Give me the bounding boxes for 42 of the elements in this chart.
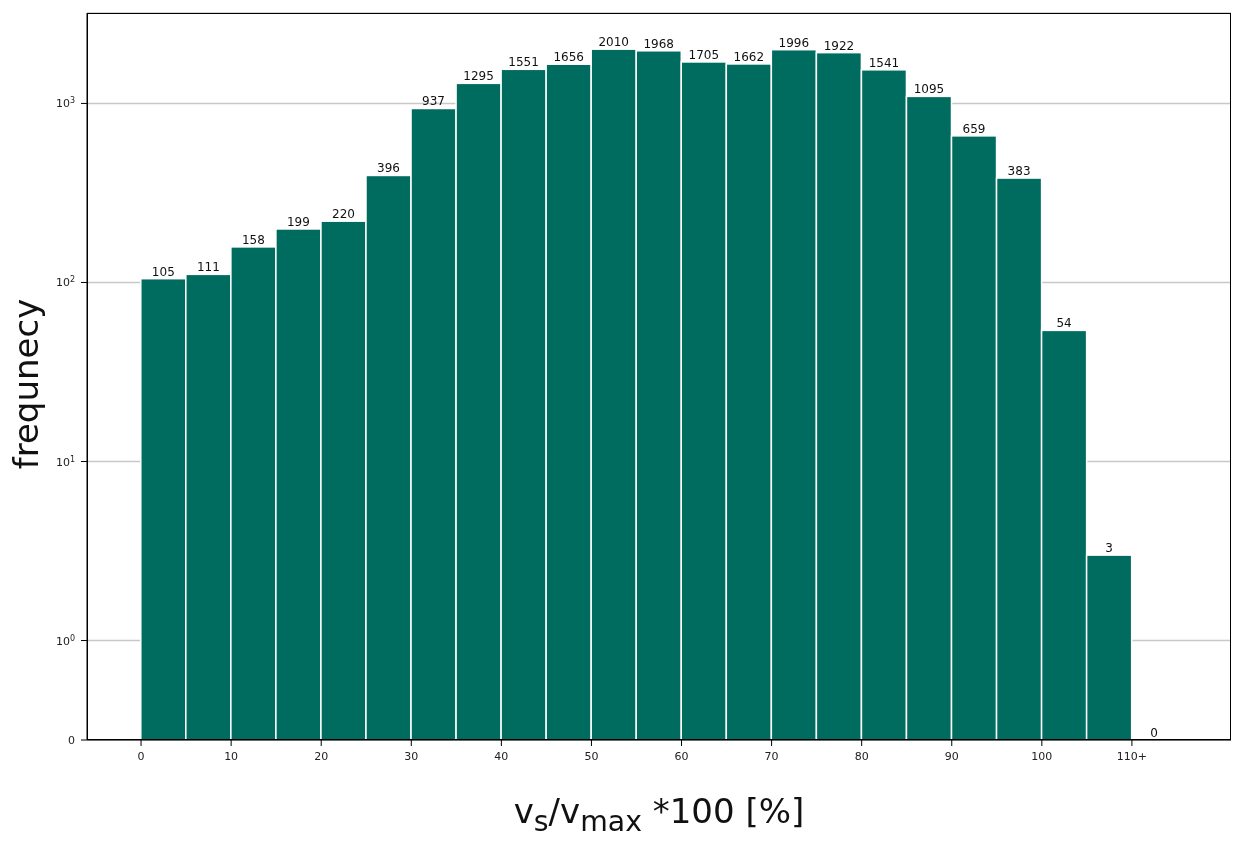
y-tick-label: 10$^{0}$ xyxy=(55,633,75,648)
x-tick-label: 10 xyxy=(224,750,239,763)
data-label: 383 xyxy=(1007,164,1031,179)
x-tick-label: 110+ xyxy=(1116,750,1148,763)
data-label: 1656 xyxy=(553,50,584,65)
data-label: 3 xyxy=(1105,541,1113,556)
data-label: 1968 xyxy=(643,36,675,51)
data-label: 111 xyxy=(196,260,220,275)
data-label: 1551 xyxy=(508,55,539,70)
x-tick-label: 80 xyxy=(854,750,869,763)
data-label: 1095 xyxy=(913,82,945,97)
y-axis-title: frequnecy xyxy=(6,298,46,470)
data-label: 1996 xyxy=(778,35,810,50)
x-tick-label: 40 xyxy=(494,750,509,763)
x-tick-label: 60 xyxy=(674,750,689,763)
data-label: 1662 xyxy=(733,49,765,64)
data-label: 1922 xyxy=(823,38,855,53)
x-axis-title: v$_{s}$/v$_{max}$ *100 [%] xyxy=(512,791,806,838)
x-tick-label: 0 xyxy=(137,750,145,763)
data-label: 396 xyxy=(377,161,400,176)
y-tick-label: 10$^{1}$ xyxy=(55,454,75,469)
x-tick-label: 30 xyxy=(404,750,419,763)
data-label: 2010 xyxy=(598,35,629,50)
x-tick-label: 20 xyxy=(314,750,329,763)
y-tick-label: 10$^{2}$ xyxy=(55,274,75,290)
data-label: 1541 xyxy=(868,55,900,70)
x-tick-label: 100 xyxy=(1031,750,1053,763)
y-tick-label: 0 xyxy=(68,734,75,747)
data-label: 105 xyxy=(151,264,175,279)
data-label: 220 xyxy=(332,207,355,222)
x-tick-label: 90 xyxy=(944,750,959,763)
data-label: 659 xyxy=(962,121,986,136)
data-label: 0 xyxy=(1150,726,1158,740)
data-label: 158 xyxy=(241,232,265,247)
x-tick-label: 70 xyxy=(764,750,779,763)
data-label: 54 xyxy=(1056,316,1072,331)
x-tick-label: 50 xyxy=(584,750,599,763)
data-label: 1705 xyxy=(688,47,720,62)
data-label: 937 xyxy=(422,94,445,109)
y-tick-label: 10$^{3}$ xyxy=(55,95,75,111)
data-label: 199 xyxy=(286,214,310,229)
data-label: 1295 xyxy=(463,69,494,84)
